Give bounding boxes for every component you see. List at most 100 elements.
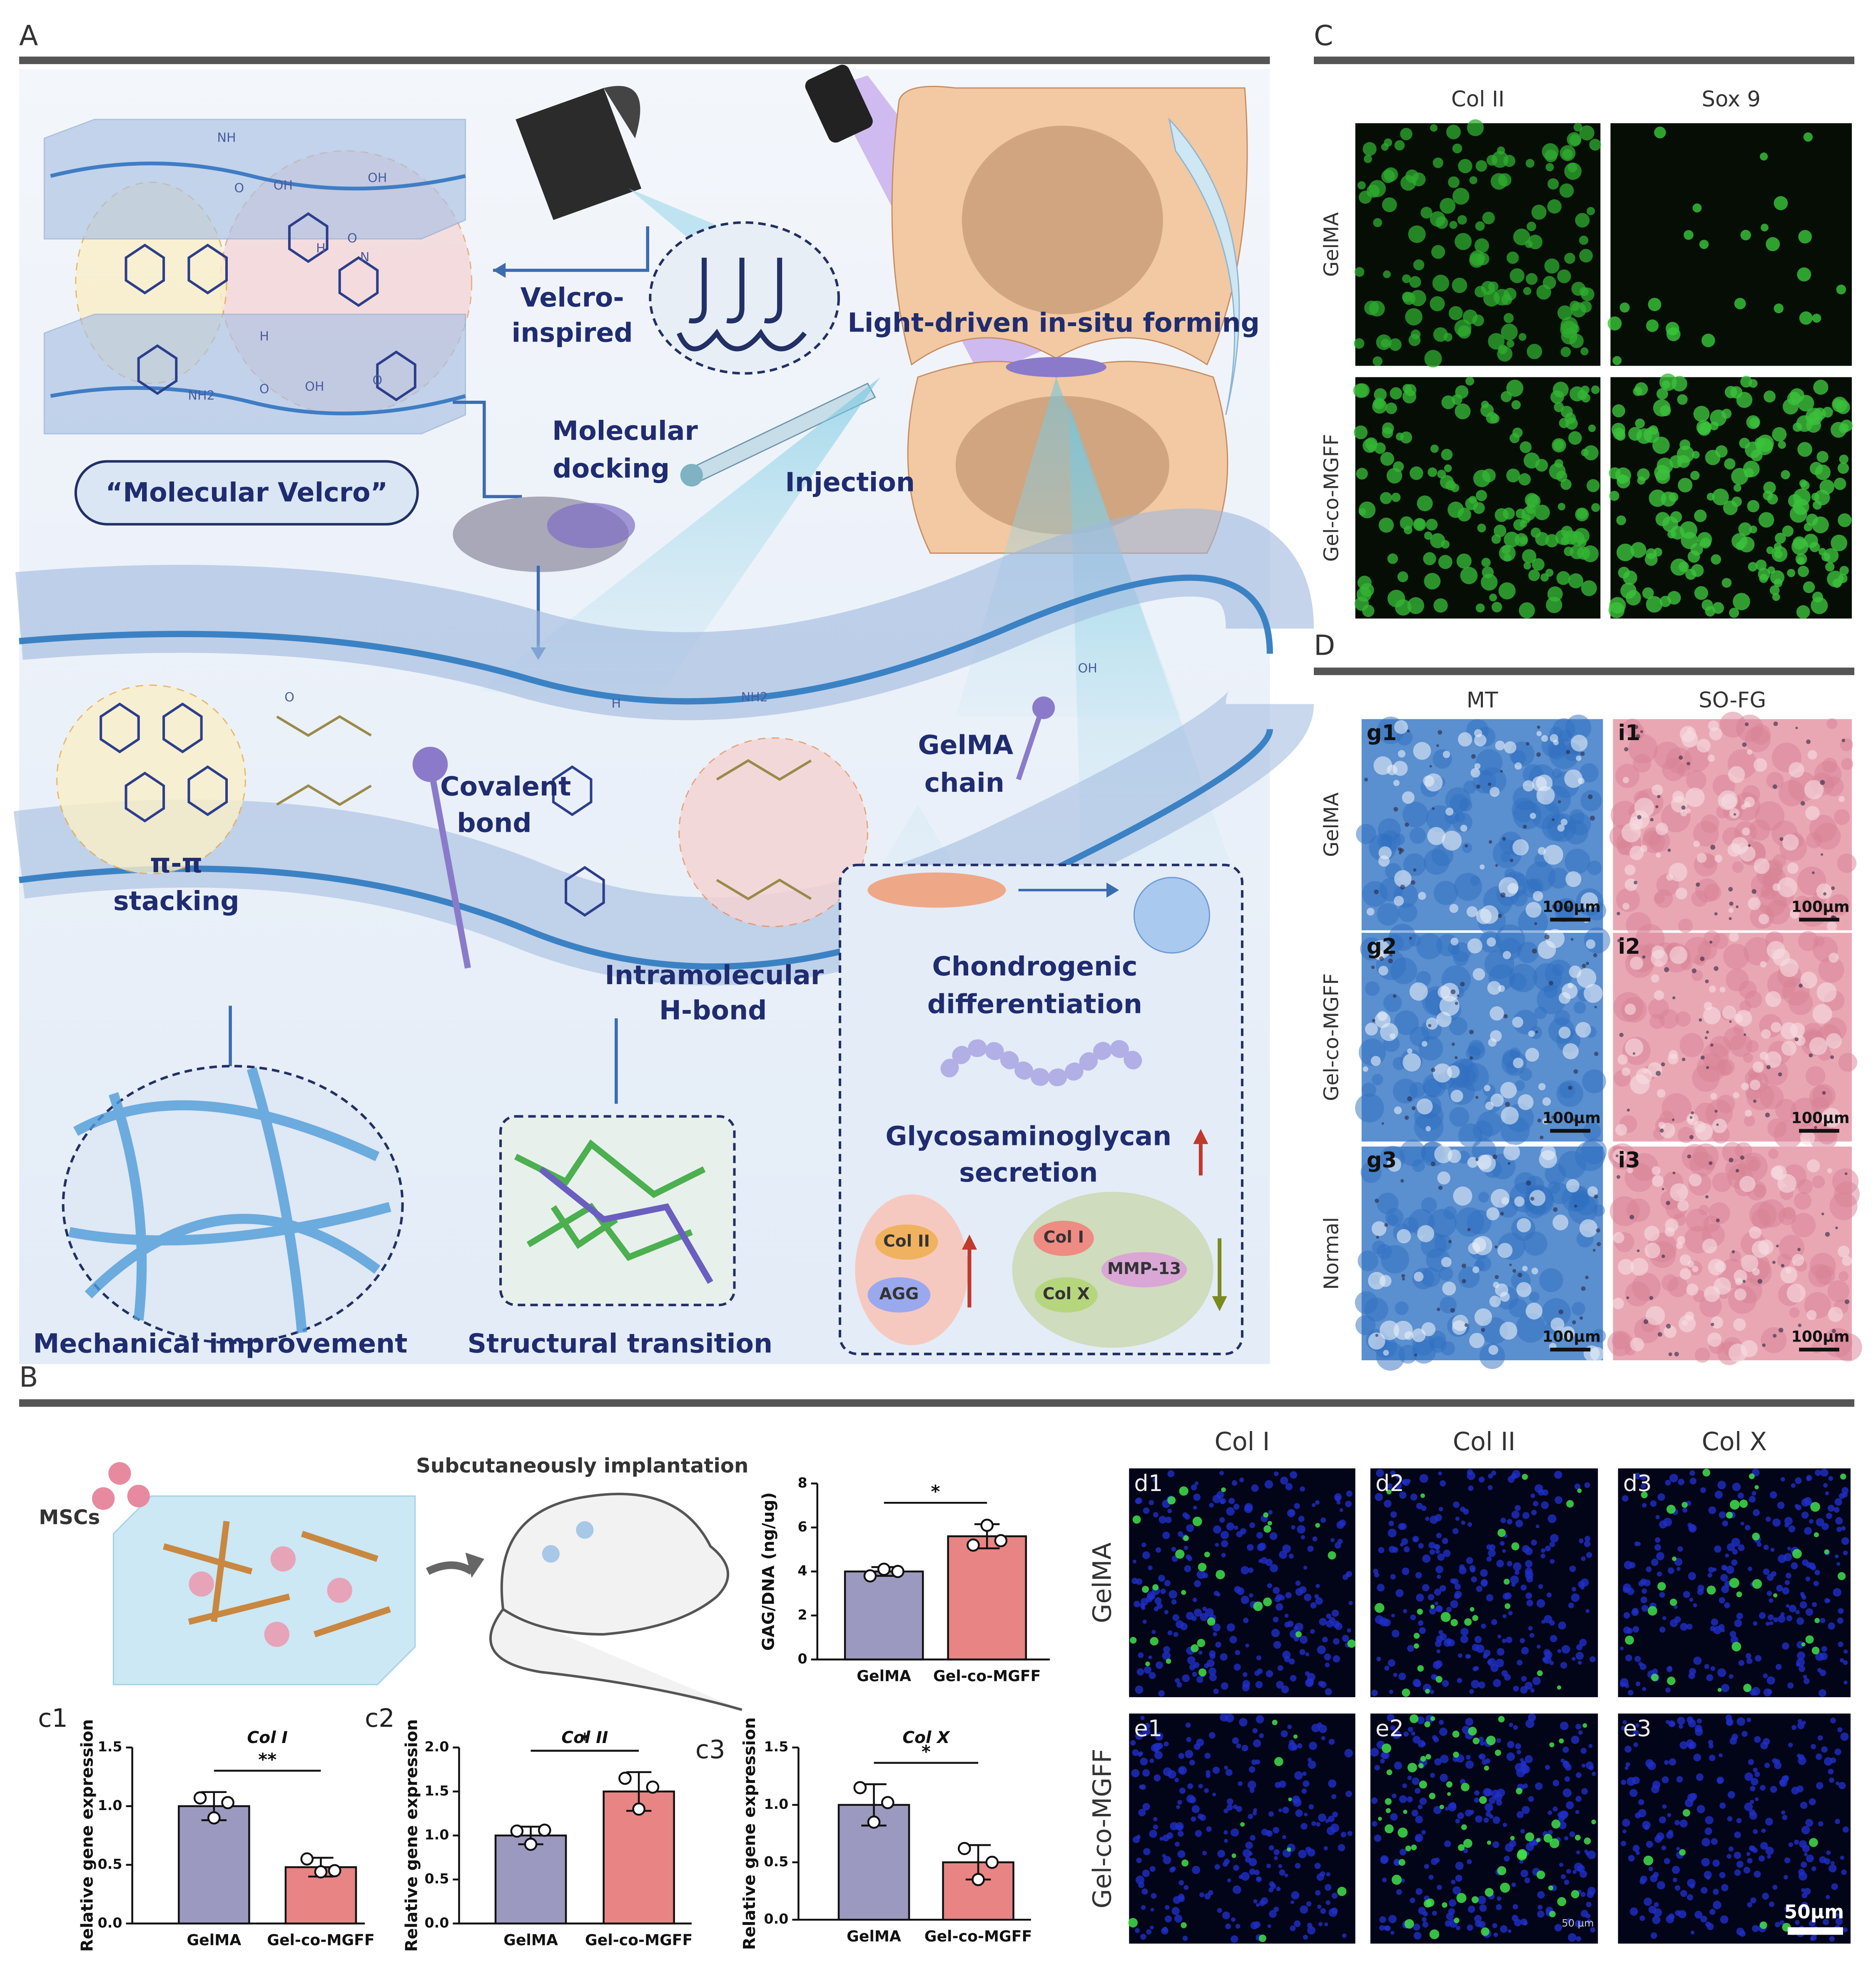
tile-texture — [1801, 1892, 1808, 1898]
tile-texture — [1838, 1245, 1850, 1258]
tile-texture — [1225, 1713, 1234, 1723]
tile-texture — [1742, 1279, 1746, 1283]
tile-texture — [1762, 1893, 1769, 1900]
tile-texture — [1502, 1638, 1507, 1643]
tile-texture — [1685, 569, 1697, 580]
tile-texture — [1328, 1738, 1335, 1745]
tile-texture — [1838, 1608, 1844, 1614]
tile-texture — [1392, 1793, 1397, 1798]
tile-texture — [1545, 929, 1565, 948]
tile-texture — [1809, 1798, 1816, 1805]
tile-texture — [1452, 143, 1462, 154]
tile-texture — [1431, 245, 1445, 259]
tile-texture — [1638, 1799, 1644, 1805]
tile-texture — [1481, 1328, 1485, 1332]
tile-texture — [1478, 1476, 1485, 1483]
tile-texture — [1408, 1727, 1413, 1732]
tile-texture — [1288, 1742, 1297, 1751]
tile-texture — [1136, 1668, 1144, 1676]
tile-texture — [1426, 1017, 1438, 1030]
tile-texture — [1721, 1585, 1729, 1593]
tile-texture — [1480, 404, 1494, 417]
tile-texture — [1355, 1093, 1384, 1122]
micrograph — [1607, 123, 1852, 366]
tile-texture — [1457, 507, 1471, 522]
tile-texture — [1562, 1043, 1579, 1060]
tile-texture — [1642, 1503, 1647, 1508]
tile-texture — [1471, 1680, 1480, 1688]
tile-texture — [1279, 1551, 1288, 1559]
tile-texture — [1712, 1118, 1727, 1133]
tile-texture — [1164, 1580, 1171, 1586]
tile-texture — [1299, 1636, 1308, 1644]
tile-texture — [1171, 1546, 1176, 1552]
tile-texture — [1475, 286, 1486, 298]
tile-texture — [1719, 1872, 1726, 1878]
tile-texture — [1525, 1832, 1535, 1842]
data-point — [221, 1796, 234, 1809]
tile-texture — [1415, 1833, 1423, 1842]
tile-texture — [1530, 527, 1541, 538]
tile-texture — [1465, 1755, 1471, 1760]
tile-texture — [1780, 958, 1799, 977]
tile-texture — [1827, 1168, 1832, 1173]
tile-texture — [1635, 1723, 1639, 1728]
tile-texture — [1384, 725, 1388, 729]
tile-texture — [1365, 437, 1378, 450]
tile-texture — [1217, 1850, 1225, 1858]
tile-texture — [1680, 1623, 1688, 1631]
tile-texture — [1452, 1528, 1459, 1534]
tile-texture — [1144, 1723, 1151, 1729]
tile-texture — [1664, 967, 1669, 973]
tile-texture — [1383, 1349, 1389, 1356]
chain — [50, 161, 466, 416]
tile-texture — [1636, 1068, 1652, 1085]
tile-texture — [1429, 1549, 1435, 1555]
tile-texture — [1710, 1626, 1716, 1632]
tile-texture — [1143, 1848, 1151, 1855]
tile-texture — [1677, 1200, 1689, 1212]
tile-texture — [1662, 1776, 1669, 1783]
atom-label: OH — [274, 178, 293, 193]
tile-texture — [1512, 1904, 1518, 1910]
tile-texture — [1541, 1548, 1546, 1553]
tile-texture — [1418, 1907, 1426, 1915]
micrograph — [1353, 377, 1601, 619]
tile-texture — [1616, 515, 1626, 526]
tile-texture — [1517, 1660, 1523, 1666]
tile-texture — [1465, 497, 1478, 510]
tile-texture — [1624, 747, 1629, 752]
tile-texture — [1652, 1915, 1661, 1924]
tile-texture — [1418, 892, 1426, 900]
tile-texture — [1575, 1022, 1591, 1038]
tile-texture — [1704, 1286, 1720, 1302]
tile-texture — [1308, 1741, 1317, 1750]
gel-slab — [43, 119, 466, 240]
tile-texture — [1295, 1631, 1302, 1638]
tile-texture — [1800, 972, 1817, 989]
tile-texture — [1220, 1653, 1228, 1661]
significance: ** — [258, 1749, 277, 1770]
data-point — [538, 1823, 551, 1837]
tile-texture — [1769, 1598, 1774, 1603]
tile-texture — [1734, 1619, 1742, 1627]
tile-texture — [1568, 1602, 1574, 1608]
tile-texture — [1461, 1783, 1470, 1792]
tile-texture — [1282, 1806, 1289, 1814]
tile-texture — [1719, 1511, 1726, 1519]
tile-texture — [1586, 962, 1589, 965]
tile-texture — [1685, 808, 1691, 814]
tile-texture — [1747, 1902, 1752, 1908]
tile-texture — [1184, 1565, 1191, 1572]
tile-texture — [1797, 1248, 1801, 1252]
tile-texture — [1433, 157, 1443, 168]
tile-texture — [1624, 1003, 1636, 1015]
tile-texture — [1634, 798, 1654, 818]
tile-texture — [1440, 1754, 1449, 1763]
tile-texture — [1581, 1556, 1586, 1561]
tile-texture — [1410, 827, 1426, 844]
tile-texture — [1467, 1469, 1473, 1475]
tile-texture — [1576, 755, 1582, 761]
tile-texture — [1305, 1652, 1310, 1656]
tile-texture — [1403, 1810, 1408, 1814]
